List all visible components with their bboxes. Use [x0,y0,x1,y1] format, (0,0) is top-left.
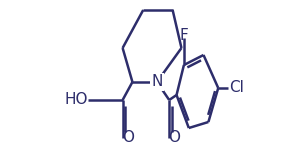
Text: HO: HO [64,93,87,108]
Text: O: O [122,130,134,146]
Text: O: O [168,130,180,146]
Text: N: N [151,74,163,90]
Text: F: F [180,27,188,43]
Text: Cl: Cl [229,80,244,95]
